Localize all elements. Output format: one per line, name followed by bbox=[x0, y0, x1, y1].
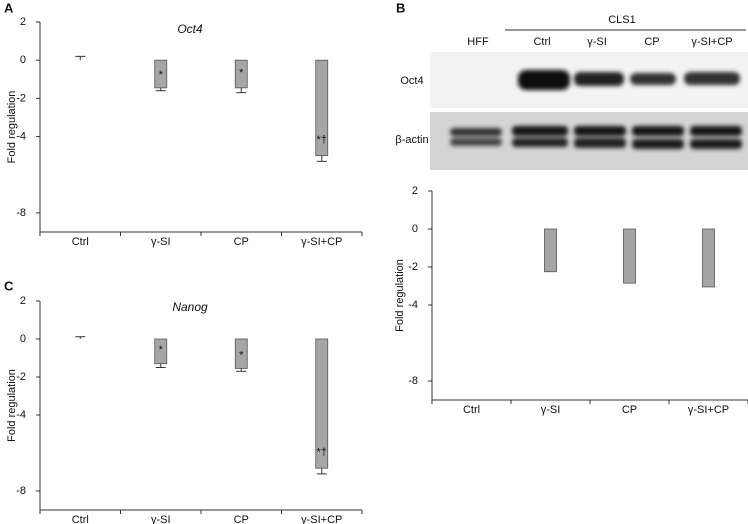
annotation: * bbox=[239, 350, 244, 362]
y-tick-label: -8 bbox=[16, 485, 26, 497]
annotation: *† bbox=[317, 446, 327, 458]
lane-label: Ctrl bbox=[533, 36, 550, 48]
blot-bands bbox=[450, 70, 742, 149]
x-tick-label: CP bbox=[234, 236, 249, 248]
y-axis-label: Fold regulation bbox=[6, 369, 18, 442]
y-tick-label: -4 bbox=[16, 409, 26, 421]
y-tick-label: 0 bbox=[20, 54, 26, 66]
annotation: * bbox=[159, 344, 164, 356]
lane-label: γ-SI+CP bbox=[691, 36, 732, 48]
lane-label: γ-SI bbox=[587, 36, 607, 48]
x-tick-label: γ-SI bbox=[151, 514, 171, 524]
lane-label: HFF bbox=[467, 36, 489, 48]
x-tick-label: Ctrl bbox=[72, 236, 89, 248]
x-tick-label: γ-SI+CP bbox=[301, 236, 342, 248]
panel-label: A bbox=[4, 0, 14, 15]
y-tick-label: 2 bbox=[412, 185, 418, 197]
y-axis-label: Fold regulation bbox=[394, 259, 406, 332]
x-tick-label: γ-SI+CP bbox=[301, 514, 342, 524]
row-label: Oct4 bbox=[400, 75, 423, 87]
x-tick-label: CP bbox=[622, 404, 637, 416]
chart-title: Oct4 bbox=[177, 22, 203, 36]
y-tick-label: -8 bbox=[408, 375, 418, 387]
bar bbox=[623, 228, 636, 284]
x-tick-label: γ-SI bbox=[151, 236, 171, 248]
row-label: β-actin bbox=[395, 134, 428, 146]
y-tick-label: -4 bbox=[16, 130, 26, 142]
x-tick-label: Ctrl bbox=[463, 404, 480, 416]
x-tick-label: γ-SI+CP bbox=[688, 404, 729, 416]
western-blot: B HFF CLS1 Ctrl γ-SI CP γ-SI+CP Oct4 β-a… bbox=[395, 0, 748, 170]
y-tick-label: -2 bbox=[408, 261, 418, 273]
x-tick-label: CP bbox=[234, 514, 249, 524]
bar bbox=[544, 228, 557, 273]
y-tick-label: 2 bbox=[20, 16, 26, 28]
x-tick-label: Ctrl bbox=[72, 514, 89, 524]
y-tick-label: -2 bbox=[16, 371, 26, 383]
panel-label: B bbox=[396, 0, 405, 15]
lane-label: CP bbox=[644, 36, 659, 48]
annotation: * bbox=[239, 67, 244, 79]
bar bbox=[702, 228, 715, 288]
annotation: *† bbox=[317, 134, 327, 146]
y-tick-label: 0 bbox=[412, 223, 418, 235]
y-axis-label: Fold regulation bbox=[6, 91, 18, 164]
panel-label: C bbox=[4, 278, 14, 293]
y-tick-label: -4 bbox=[408, 299, 418, 311]
group-label: CLS1 bbox=[608, 14, 636, 26]
x-tick-label: γ-SI bbox=[541, 404, 561, 416]
y-tick-label: 2 bbox=[20, 295, 26, 307]
chart-title: Nanog bbox=[172, 300, 208, 314]
y-tick-label: -8 bbox=[16, 207, 26, 219]
y-tick-label: 0 bbox=[20, 333, 26, 345]
y-tick-label: -2 bbox=[16, 92, 26, 104]
annotation: * bbox=[159, 69, 164, 81]
